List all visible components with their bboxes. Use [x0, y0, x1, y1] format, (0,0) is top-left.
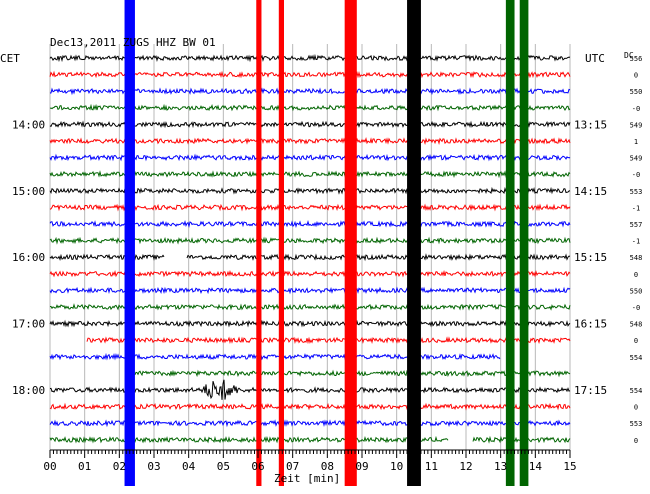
- right-time-label: 17:15: [574, 384, 607, 397]
- event-band: [256, 0, 262, 486]
- event-band: [344, 0, 357, 486]
- dc-value: 557: [630, 221, 643, 229]
- trace-line: [49, 153, 571, 162]
- dc-value: 550: [630, 88, 643, 96]
- trace-line: [49, 137, 571, 146]
- right-time-label: 15:15: [574, 251, 607, 264]
- dc-value: 550: [630, 287, 643, 295]
- event-band: [519, 0, 529, 486]
- trace-line: [49, 186, 571, 195]
- dc-value: 0: [634, 437, 638, 445]
- trace-line: [49, 70, 571, 79]
- x-tick-label: 11: [425, 460, 438, 473]
- dc-value: -0: [632, 304, 640, 312]
- trace-line: [49, 170, 571, 179]
- left-time-label: 15:00: [12, 185, 45, 198]
- x-tick-label: 03: [147, 460, 160, 473]
- dc-value: 549: [630, 121, 643, 129]
- dc-value: 1: [634, 138, 638, 146]
- trace-line: [49, 103, 571, 112]
- right-zone-label: UTC: [585, 52, 605, 65]
- dc-value: 549: [630, 155, 643, 163]
- x-tick-label: 02: [113, 460, 126, 473]
- x-tick-label: 14: [529, 460, 543, 473]
- trace-line: [86, 336, 571, 345]
- trace-group: [49, 53, 571, 444]
- trace-line: [49, 303, 571, 311]
- left-time-label: 18:00: [12, 384, 45, 397]
- x-axis: 00 01 02 03 04 05 06 07 08 09 10 11 12 13 14 15: [43, 449, 577, 473]
- x-tick-label: 08: [321, 460, 334, 473]
- x-tick-label: 06: [251, 460, 264, 473]
- chart-title: Dec13,2011 ZUGS HHZ BW 01: [50, 36, 216, 49]
- dc-value: -0: [632, 171, 640, 179]
- trace-line: [49, 319, 571, 328]
- dc-value: 0: [634, 404, 638, 412]
- dc-value: 0: [634, 337, 638, 345]
- event-band: [407, 0, 421, 486]
- event-band: [124, 0, 135, 486]
- dc-value: -1: [632, 204, 640, 212]
- x-tick-label: 12: [459, 460, 472, 473]
- dc-value: 556: [630, 55, 643, 63]
- dc-value: -0: [632, 105, 640, 113]
- dc-value: 0: [634, 72, 638, 80]
- trace-line: [49, 402, 571, 411]
- left-time-label: 16:00: [12, 251, 45, 264]
- dc-value: 553: [630, 188, 643, 196]
- right-time-label: 16:15: [574, 318, 607, 331]
- trace-line: [49, 87, 571, 96]
- dc-value: 553: [630, 420, 643, 428]
- x-tick-label: 05: [217, 460, 230, 473]
- dc-value: 0: [634, 271, 638, 279]
- event-bands: [124, 0, 529, 486]
- x-tick-label: 09: [355, 460, 368, 473]
- x-tick-label: 13: [494, 460, 507, 473]
- dc-value: 548: [630, 254, 643, 262]
- left-time-label: 14:00: [12, 118, 45, 131]
- dc-value: 554: [630, 354, 643, 362]
- trace-line: [49, 286, 571, 295]
- trace-line: [49, 203, 571, 212]
- left-zone-label: CET: [0, 52, 20, 65]
- x-tick-label: 15: [563, 460, 576, 473]
- x-tick-label: 04: [182, 460, 196, 473]
- dc-value: 554: [630, 387, 643, 395]
- event-band: [505, 0, 515, 486]
- trace-line: [49, 352, 501, 361]
- x-tick-label: 10: [390, 460, 403, 473]
- left-time-label: 17:00: [12, 318, 45, 331]
- trace-line: [49, 120, 571, 129]
- dc-value: 548: [630, 321, 643, 329]
- trace-line: [49, 419, 571, 428]
- dc-values: 556 0 550 -0 549 1 549 -0 553 -1 557 -1 548 0 550 -0 548…: [630, 55, 643, 445]
- trace-line: [49, 269, 571, 278]
- left-time-labels: 14:00 15:00 16:00 17:00 18:00: [12, 118, 45, 397]
- right-time-labels: 13:15 14:15 15:15 16:15 17:15: [574, 118, 607, 397]
- right-time-label: 14:15: [574, 185, 607, 198]
- trace-line: [49, 53, 571, 63]
- x-axis-label: Zeit [min]: [274, 472, 340, 485]
- event-band: [278, 0, 284, 486]
- trace-line: [49, 236, 571, 245]
- dc-label: DC: [624, 51, 634, 60]
- x-tick-label: 00: [43, 460, 56, 473]
- x-tick-label: 07: [286, 460, 299, 473]
- trace-line: [49, 220, 571, 229]
- grid-lines: [49, 44, 571, 450]
- right-time-label: 13:15: [574, 118, 607, 131]
- dc-value: -1: [632, 238, 640, 246]
- trace-line: [49, 379, 571, 400]
- x-tick-label: 01: [78, 460, 91, 473]
